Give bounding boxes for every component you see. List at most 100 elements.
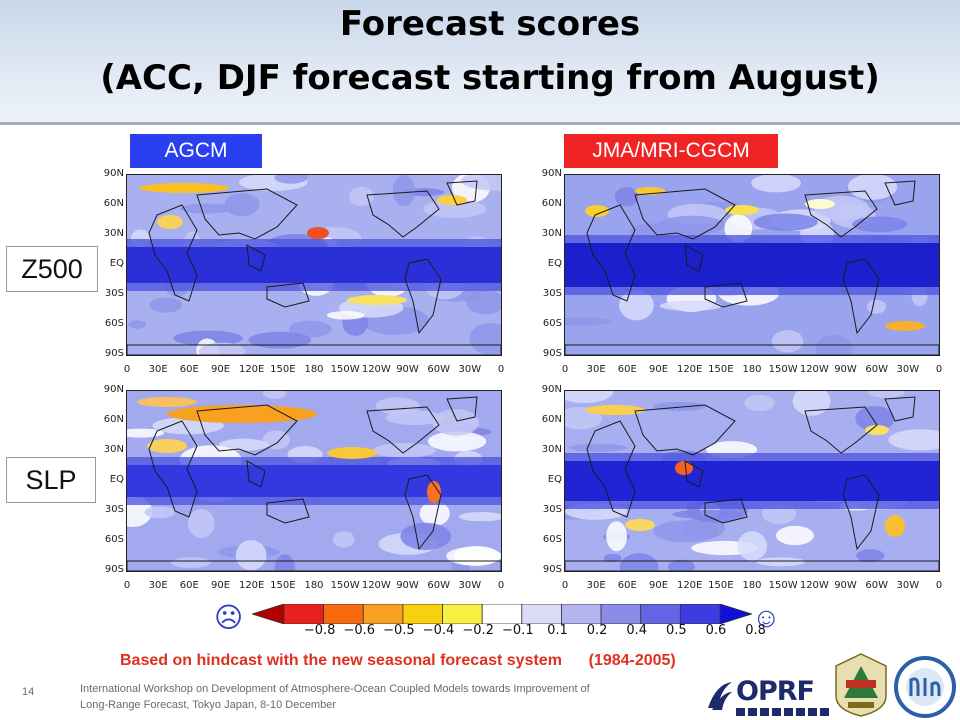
- colorbar-high-triangle: [719, 603, 754, 625]
- colorbar-tick-label: 0.8: [745, 623, 766, 638]
- longitude-label: 150E: [708, 364, 734, 375]
- longitude-label: 0: [497, 364, 505, 375]
- longitude-label: 120E: [676, 580, 703, 591]
- latitude-label: 90S: [542, 564, 562, 575]
- latitude-label: 30N: [541, 228, 562, 239]
- model-label-agcm: AGCM: [130, 134, 262, 168]
- longitude-label: 30W: [458, 580, 482, 591]
- oprf-logo-subtext: [736, 708, 830, 716]
- oprf-logo: OPRF: [706, 676, 830, 720]
- colorbar-tick-label: −0.1: [502, 623, 534, 638]
- longitude-label: 150W: [768, 364, 798, 375]
- longitude-label: 0: [935, 364, 943, 375]
- map-panel-cgcm-z500: 90N 60N 30N EQ 30S 60S 90S 0 30E 60E 90E 120E 150E 18…: [534, 168, 954, 390]
- colorbar-swatch: [362, 603, 404, 625]
- longitude-label: 150W: [768, 580, 798, 591]
- acc-map-canvas: [565, 391, 939, 571]
- latitude-label: 30S: [104, 504, 124, 515]
- wave-icon: [708, 682, 732, 710]
- longitude-label: 60E: [179, 364, 199, 375]
- colorbar-swatch: [481, 603, 523, 625]
- longitude-label: 60W: [865, 580, 888, 591]
- latitude-label: 60S: [542, 318, 562, 329]
- longitude-label: 0: [123, 580, 131, 591]
- longitude-label: 60W: [427, 364, 450, 375]
- latitude-label: 60N: [103, 198, 124, 209]
- longitude-label: 30W: [896, 580, 920, 591]
- longitude-label: 120E: [676, 364, 703, 375]
- acc-map-canvas: [565, 175, 939, 355]
- happy-face-icon: ☺: [752, 602, 781, 633]
- latitude-label: 90S: [542, 348, 562, 359]
- variable-label-slp: SLP: [6, 457, 96, 503]
- longitude-label: 0: [561, 364, 569, 375]
- longitude-label: 90W: [834, 580, 857, 591]
- longitude-label: 180: [304, 364, 324, 375]
- longitude-label: 60W: [865, 364, 888, 375]
- latitude-label: EQ: [109, 258, 124, 269]
- jma-circle-logo-icon: [894, 656, 956, 718]
- latitude-label: EQ: [547, 258, 562, 269]
- acc-map-canvas: [127, 391, 501, 571]
- longitude-label: 60E: [617, 580, 637, 591]
- colorbar-tick-label: −0.2: [462, 623, 494, 638]
- longitude-label: 30E: [586, 580, 606, 591]
- latitude-label: 90N: [103, 168, 124, 179]
- latitude-label: 30N: [103, 228, 124, 239]
- longitude-label: 120W: [361, 580, 391, 591]
- longitude-label: 0: [497, 580, 505, 591]
- acc-map: [564, 174, 940, 356]
- map-panel-cgcm-slp: 90N 60N 30N EQ 30S 60S 90S 0 30E 60E 90E 120E 150E 18…: [534, 384, 954, 606]
- longitude-label: 30E: [148, 580, 168, 591]
- title-band: [0, 0, 960, 124]
- colorbar-tick-label: 0.6: [705, 623, 727, 638]
- longitude-label: 60W: [427, 580, 450, 591]
- latitude-label: 90N: [541, 384, 562, 395]
- latitude-label: 30S: [104, 288, 124, 299]
- longitude-label: 0: [561, 580, 569, 591]
- longitude-label: 30E: [586, 364, 606, 375]
- longitude-label: 90E: [648, 580, 669, 591]
- longitude-label: 90E: [210, 580, 231, 591]
- latitude-label: 90N: [541, 168, 562, 179]
- latitude-label: 90S: [104, 564, 124, 575]
- latitude-label: 90N: [103, 384, 124, 395]
- latitude-label: 30N: [103, 444, 124, 455]
- colorbar: −0.8 −0.6 −0.5 −0.4 −0.2 −0.1 0.1 0.2 0.4 0.5 0.6 0…: [250, 603, 766, 640]
- longitude-label: 90W: [396, 580, 419, 591]
- colorbar-swatch: [521, 603, 562, 625]
- longitude-label: 180: [304, 580, 324, 591]
- acc-map: [126, 390, 502, 572]
- colorbar-swatch: [402, 603, 443, 625]
- mri-seal-icon: [835, 653, 887, 717]
- model-label-cgcm: JMA/MRI-CGCM: [564, 134, 778, 168]
- latitude-label: 30S: [542, 504, 562, 515]
- slide-number: 14: [22, 686, 35, 698]
- colorbar-swatch: [283, 603, 325, 625]
- acc-map: [126, 174, 502, 356]
- colorbar-tick-label: 0.5: [666, 623, 687, 638]
- longitude-label: 90E: [210, 364, 231, 375]
- colorbar-tick-label: 0.1: [547, 623, 568, 638]
- latitude-label: 60N: [541, 198, 562, 209]
- longitude-label: 120E: [238, 364, 265, 375]
- colorbar-swatch: [442, 603, 483, 625]
- latitude-label: EQ: [109, 474, 124, 485]
- longitude-label: 150W: [330, 580, 360, 591]
- colorbar-tick-label: −0.5: [383, 623, 415, 638]
- longitude-label: 180: [742, 580, 762, 591]
- latitude-label: 60S: [104, 318, 124, 329]
- longitude-label: 120W: [361, 364, 391, 375]
- latitude-label: EQ: [547, 474, 562, 485]
- footer-line-2: Long-Range Forecast, Tokyo Japan, 8-10 D…: [80, 699, 336, 711]
- longitude-label: 150E: [270, 580, 296, 591]
- latitude-label: 30S: [542, 288, 562, 299]
- latitude-label: 60S: [542, 534, 562, 545]
- longitude-label: 0: [123, 364, 131, 375]
- hindcast-note: Based on hindcast with the new seasonal …: [120, 652, 676, 669]
- longitude-label: 150E: [708, 580, 734, 591]
- variable-label-z500: Z500: [6, 246, 98, 292]
- longitude-label: 90E: [648, 364, 669, 375]
- latitude-label: 30N: [541, 444, 562, 455]
- slide-title: Forecast scores: [339, 4, 641, 44]
